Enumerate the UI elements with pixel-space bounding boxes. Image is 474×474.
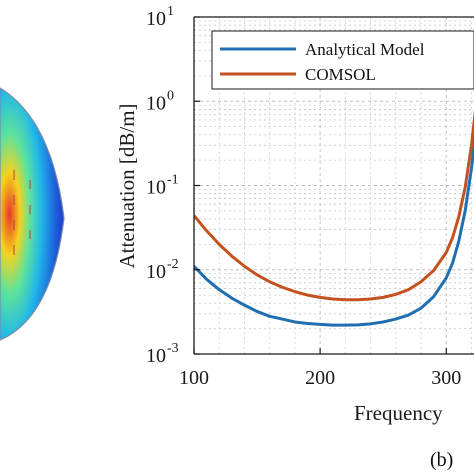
y-tick-label-exponent: -3 (167, 341, 179, 356)
y-tick-label-exponent: 0 (167, 88, 174, 103)
x-tick-label: 200 (305, 367, 335, 389)
legend-box (211, 30, 474, 90)
x-tick-label: 100 (179, 367, 209, 389)
x-axis-title: Frequency (354, 401, 443, 425)
panel-a-field-image (0, 87, 65, 341)
y-tick-label-base: 10 (146, 345, 166, 367)
y-tick-label: 10 -3 (146, 341, 179, 367)
legend-label-analytical-model: Analytical Model (305, 40, 425, 59)
y-tick-label-base: 10 (146, 92, 166, 114)
ticks (193, 16, 447, 355)
y-tick-label-exponent: -2 (167, 257, 179, 272)
y-tick-label: 10 -2 (146, 257, 179, 283)
y-tick-label-base: 10 (146, 8, 166, 30)
y-tick-label-exponent: -1 (167, 173, 179, 188)
field-arrows (13, 170, 31, 255)
legend: Analytical Model COMSOL (211, 30, 474, 90)
legend-label-comsol: COMSOL (305, 65, 376, 84)
y-axis-title: Attenuation [dB/m] (115, 103, 139, 268)
y-tick-label: 10 -1 (146, 173, 179, 199)
field-disc (0, 87, 65, 341)
series-line-comsol (194, 109, 474, 302)
y-tick-label-base: 10 (146, 261, 166, 283)
x-tick-label: 300 (431, 367, 461, 389)
y-tick-label-base: 10 (146, 177, 166, 199)
panel-label: (b) (430, 449, 453, 471)
y-tick-label-exponent: 1 (167, 4, 174, 19)
series-layer (194, 109, 474, 327)
y-tick-label: 10 0 (146, 88, 174, 114)
y-tick-label: 10 1 (146, 4, 174, 30)
series-line-analytical-model (194, 133, 474, 327)
x-tick-labels: 100 200 300 (179, 367, 461, 389)
